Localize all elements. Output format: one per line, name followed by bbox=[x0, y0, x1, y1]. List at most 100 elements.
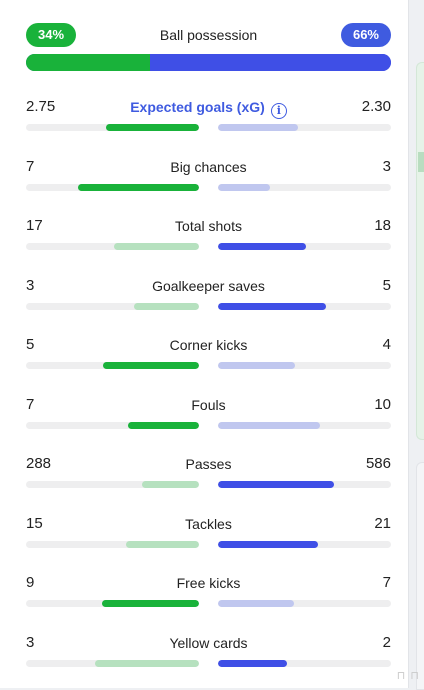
away-bar-fill bbox=[218, 243, 307, 250]
possession-bar bbox=[26, 54, 391, 71]
away-value: 4 bbox=[382, 336, 391, 353]
side-panel-marker bbox=[418, 152, 424, 172]
possession-bar-away bbox=[150, 54, 391, 71]
stat-label-fouls: Fouls bbox=[86, 397, 331, 413]
away-bar-fill bbox=[218, 660, 288, 667]
away-value: 18 bbox=[374, 217, 391, 234]
stat-row: 7 Fouls 10 bbox=[26, 396, 391, 436]
stat-label-text: Corner kicks bbox=[169, 337, 248, 353]
stat-label-text: Fouls bbox=[191, 397, 226, 413]
stat-label-text: Passes bbox=[185, 456, 232, 472]
home-value: 288 bbox=[26, 455, 52, 472]
away-bar-track bbox=[218, 243, 391, 250]
away-bar-track bbox=[218, 124, 391, 131]
away-value: 3 bbox=[382, 158, 391, 175]
away-bar-fill bbox=[218, 422, 321, 429]
stat-label-text: Goalkeeper saves bbox=[152, 278, 265, 294]
watermark: ⊓ ⊓ bbox=[396, 670, 420, 682]
home-value: 5 bbox=[26, 336, 35, 353]
stat-label-yellow-cards: Yellow cards bbox=[86, 635, 331, 651]
away-value: 10 bbox=[374, 396, 391, 413]
stat-label-total-shots: Total shots bbox=[86, 218, 331, 234]
home-bar-fill bbox=[102, 362, 199, 369]
possession-title: Ball possession bbox=[159, 27, 258, 43]
away-bar-track bbox=[218, 362, 391, 369]
stat-row: 7 Big chances 3 bbox=[26, 158, 391, 198]
home-bar-track bbox=[26, 303, 199, 310]
home-bar-fill bbox=[134, 303, 199, 310]
home-value: 15 bbox=[26, 515, 43, 532]
home-value: 17 bbox=[26, 217, 43, 234]
stat-label-big-chances: Big chances bbox=[86, 159, 331, 175]
home-value: 7 bbox=[26, 158, 35, 175]
away-bar-track bbox=[218, 422, 391, 429]
away-value: 7 bbox=[382, 574, 391, 591]
stat-label-corner-kicks: Corner kicks bbox=[86, 337, 331, 353]
stat-row: 2.75 Expected goals (xG) i 2.30 bbox=[26, 98, 391, 138]
away-bar-fill bbox=[218, 124, 298, 131]
away-value: 2.30 bbox=[361, 98, 391, 115]
stat-label-text: Expected goals (xG) bbox=[130, 99, 265, 115]
home-value: 3 bbox=[26, 634, 35, 651]
home-value: 3 bbox=[26, 277, 35, 294]
home-bar-track bbox=[26, 481, 199, 488]
stat-row: 15 Tackles 21 bbox=[26, 515, 391, 555]
away-bar-track bbox=[218, 303, 391, 310]
away-bar-track bbox=[218, 600, 391, 607]
stat-label-passes: Passes bbox=[86, 456, 331, 472]
home-bar-fill bbox=[105, 124, 199, 131]
stat-label-text: Total shots bbox=[175, 218, 242, 234]
away-possession-badge: 66% bbox=[340, 23, 391, 47]
home-bar-track bbox=[26, 600, 199, 607]
stat-label-free-kicks: Free kicks bbox=[86, 575, 331, 591]
away-value: 2 bbox=[382, 634, 391, 651]
away-bar-track bbox=[218, 541, 391, 548]
stat-label-tackles: Tackles bbox=[86, 516, 331, 532]
home-bar-fill bbox=[102, 600, 199, 607]
home-value: 2.75 bbox=[26, 98, 56, 115]
stat-label-text: Big chances bbox=[170, 159, 247, 175]
home-bar-track bbox=[26, 124, 199, 131]
home-bar-fill bbox=[77, 184, 199, 191]
stat-label-text: Free kicks bbox=[176, 575, 241, 591]
side-panel-edge-lower bbox=[416, 462, 424, 690]
info-icon[interactable]: i bbox=[270, 103, 287, 119]
away-bar-track bbox=[218, 184, 391, 191]
home-value: 9 bbox=[26, 574, 35, 591]
stat-row: 3 Yellow cards 2 bbox=[26, 634, 391, 674]
stat-label-goalkeeper-saves: Goalkeeper saves bbox=[86, 278, 331, 294]
away-bar-fill bbox=[218, 541, 319, 548]
home-bar-track bbox=[26, 243, 199, 250]
home-bar-track bbox=[26, 362, 199, 369]
possession-bar-home bbox=[26, 54, 151, 71]
stat-row: 5 Corner kicks 4 bbox=[26, 336, 391, 376]
home-bar-track bbox=[26, 660, 199, 667]
home-bar-track bbox=[26, 541, 199, 548]
away-bar-fill bbox=[218, 362, 295, 369]
home-bar-fill bbox=[126, 541, 199, 548]
home-value: 7 bbox=[26, 396, 35, 413]
home-bar-track bbox=[26, 184, 199, 191]
stat-row: 9 Free kicks 7 bbox=[26, 574, 391, 614]
stat-row: 3 Goalkeeper saves 5 bbox=[26, 277, 391, 317]
away-bar-fill bbox=[218, 600, 295, 607]
away-bar-fill bbox=[218, 303, 327, 310]
side-panel-edge bbox=[416, 62, 424, 440]
home-bar-fill bbox=[95, 660, 199, 667]
away-value: 21 bbox=[374, 515, 391, 532]
home-bar-track bbox=[26, 422, 199, 429]
possession-header: 34% Ball possession 66% bbox=[26, 23, 391, 49]
stat-label-expected-goals-xg[interactable]: Expected goals (xG) i bbox=[86, 99, 331, 119]
home-bar-fill bbox=[114, 243, 199, 250]
home-possession-badge: 34% bbox=[26, 23, 77, 47]
match-statistics-card: 34% Ball possession 66% 2.75 Expected goa… bbox=[0, 0, 409, 688]
away-bar-fill bbox=[218, 184, 270, 191]
away-value: 5 bbox=[382, 277, 391, 294]
stat-row: 17 Total shots 18 bbox=[26, 217, 391, 257]
home-bar-fill bbox=[141, 481, 199, 488]
away-bar-track bbox=[218, 660, 391, 667]
stat-label-text: Yellow cards bbox=[169, 635, 248, 651]
away-value: 586 bbox=[365, 455, 391, 472]
stat-row: 288 Passes 586 bbox=[26, 455, 391, 495]
away-bar-track bbox=[218, 481, 391, 488]
